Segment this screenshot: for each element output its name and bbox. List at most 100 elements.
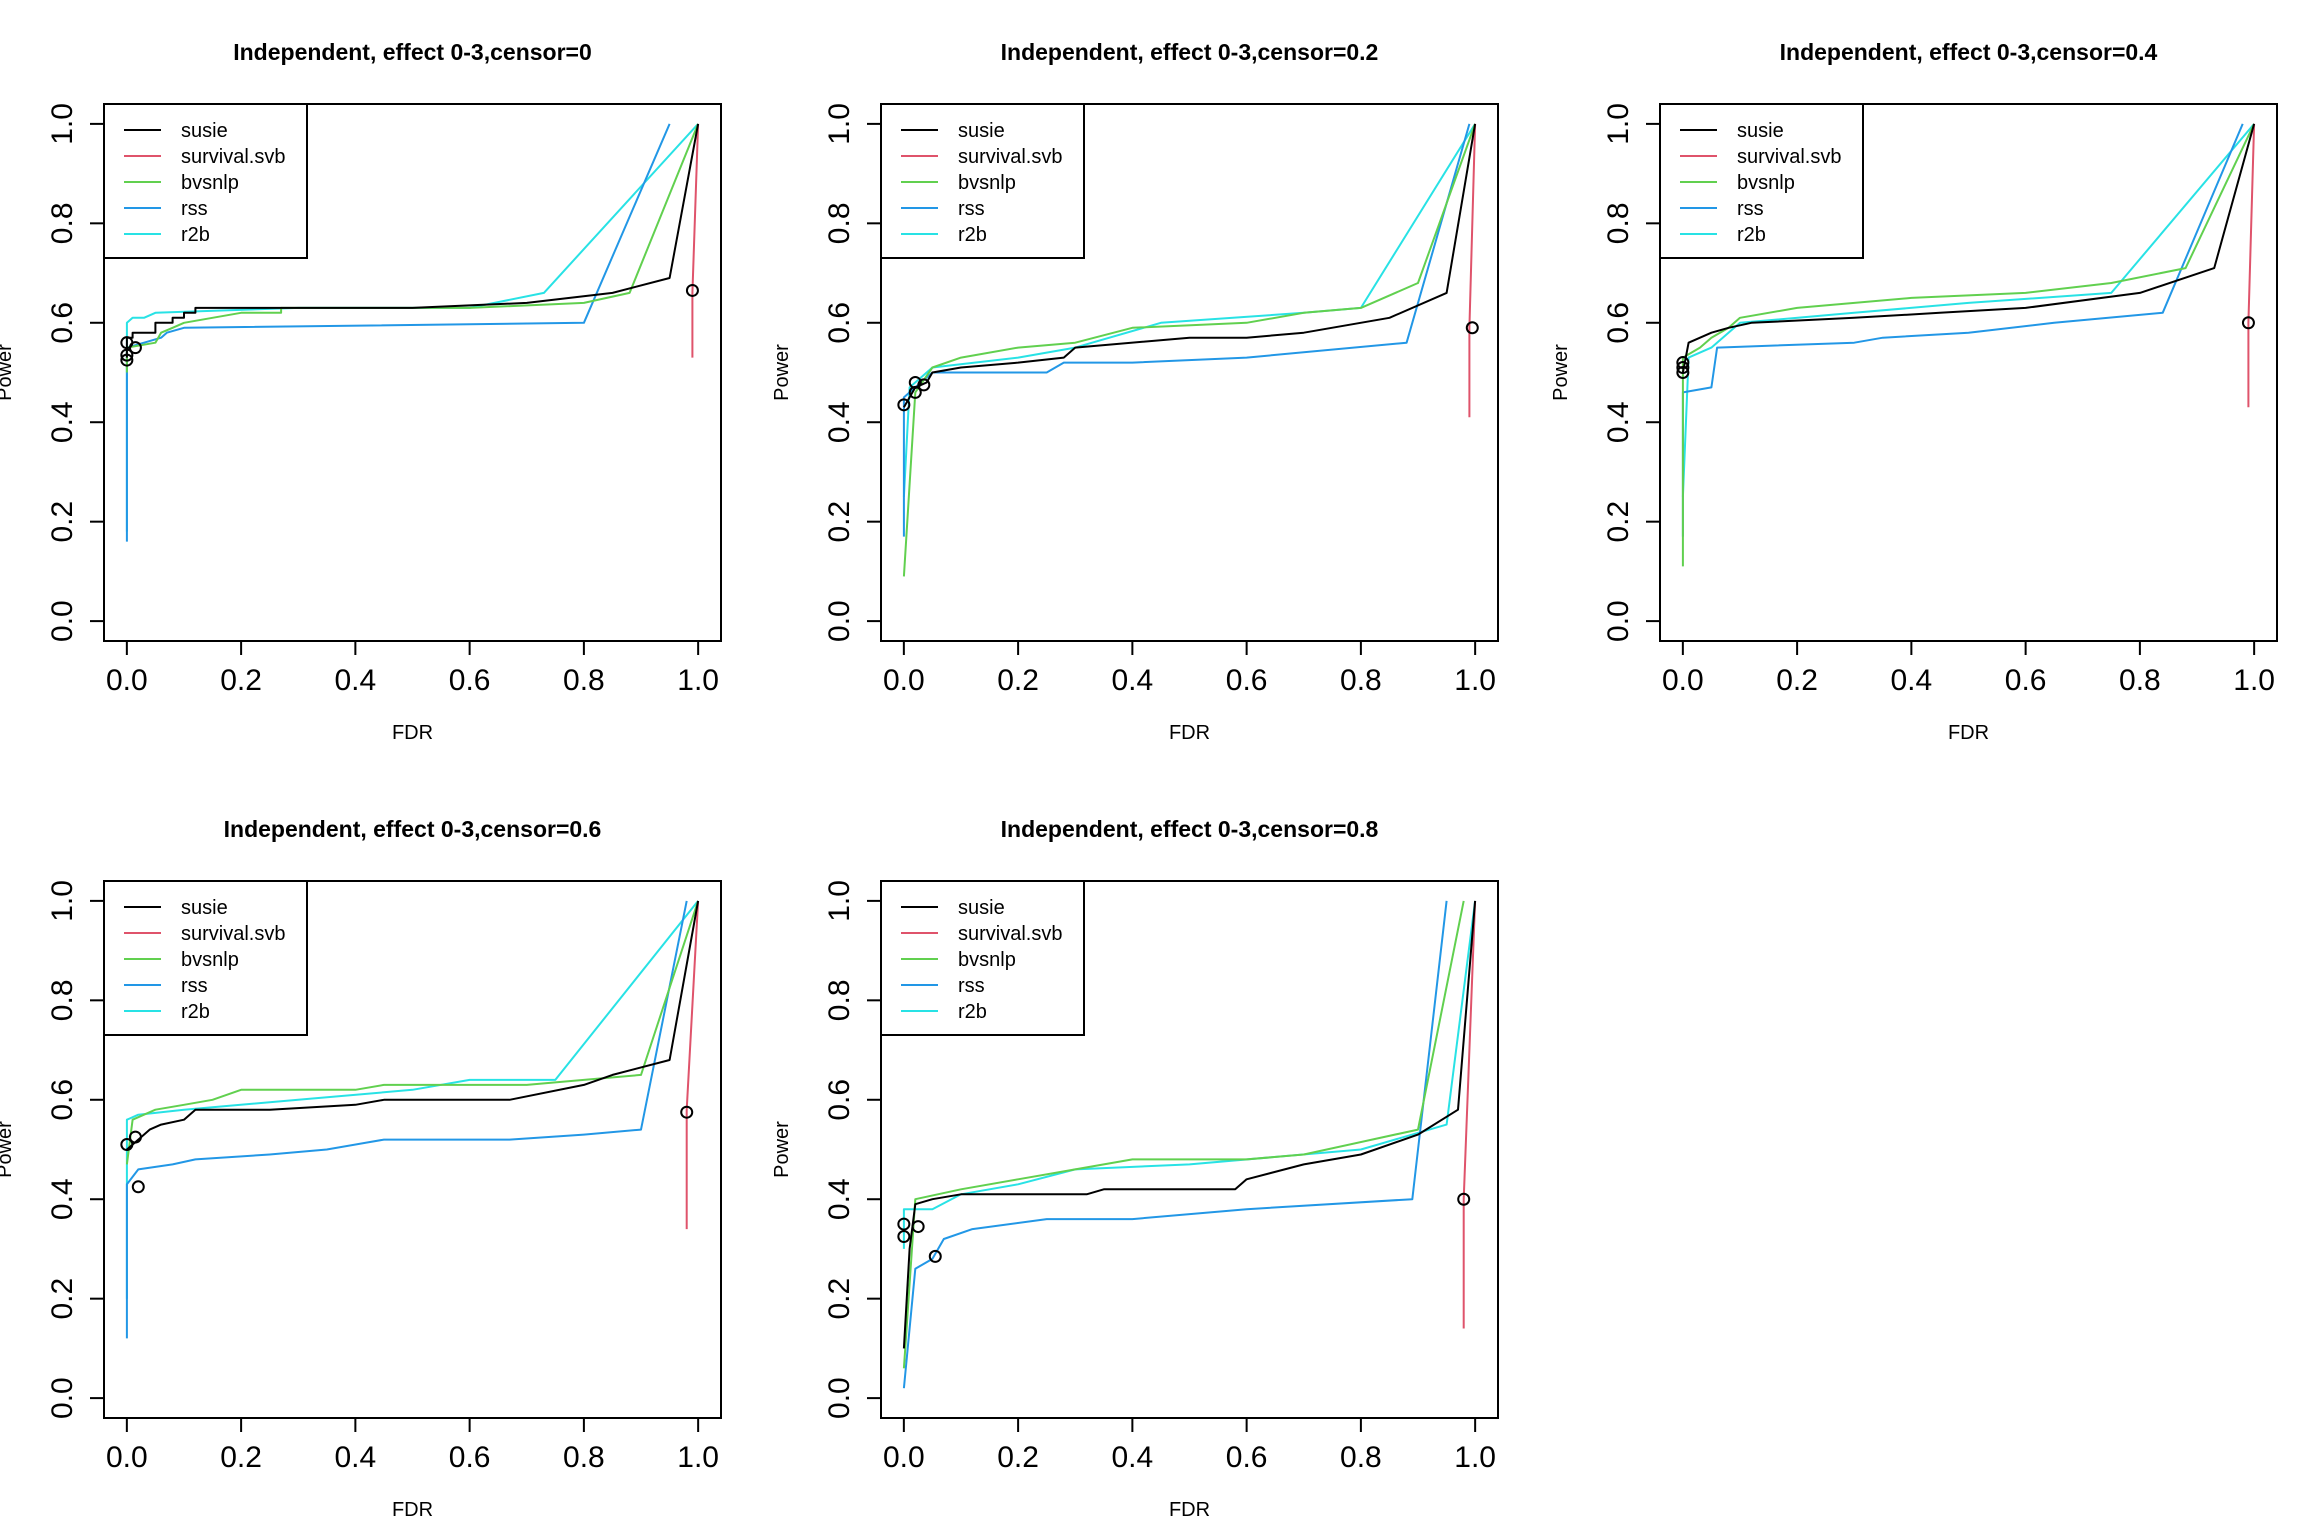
x-tick-label: 0.0 — [1662, 664, 1704, 697]
y-axis-label: Power — [771, 1121, 793, 1178]
point-marker-rss — [928, 1249, 942, 1263]
y-tick-label: 0.6 — [823, 1079, 856, 1121]
legend-label-survival-svb: survival.svb — [181, 923, 285, 945]
x-tick-label: 0.6 — [1226, 1441, 1268, 1474]
point-marker-susie — [908, 385, 922, 399]
y-tick-label: 1.0 — [823, 880, 856, 922]
point-marker-survival-svb — [1465, 321, 1479, 335]
y-tick-label: 0.6 — [46, 1079, 79, 1121]
y-tick-label: 0.0 — [46, 600, 79, 642]
x-tick-label: 1.0 — [677, 664, 719, 697]
series-line-susie — [125, 123, 700, 358]
x-tick-label: 0.6 — [2005, 664, 2047, 697]
y-tick-label: 1.0 — [823, 103, 856, 145]
panel-2: Independent, effect 0-3,censor=0.2 0.0 0.2… — [771, 39, 1499, 744]
legend-label-r2b: r2b — [181, 224, 210, 246]
plot-frame — [880, 103, 1499, 642]
legend-label-bvsnlp: bvsnlp — [181, 949, 239, 971]
y-tick-label: 1.0 — [46, 103, 79, 145]
chart-title: Independent, effect 0-3,censor=0.2 — [1001, 39, 1379, 65]
point-marker-susie — [120, 348, 134, 362]
x-tick-label: 0.4 — [1891, 664, 1933, 697]
y-tick-label: 0.2 — [46, 1278, 79, 1320]
x-axis-label: FDR — [1948, 722, 1989, 744]
point-marker-susie — [128, 341, 142, 355]
plot-frame — [103, 880, 722, 1419]
series-line-survival-svb — [685, 900, 700, 1230]
panel-1: Independent, effect 0-3,censor=0 0.0 0.2 0.… — [0, 39, 722, 744]
series-line-r2b — [902, 900, 1477, 1249]
y-tick-label: 0.6 — [823, 302, 856, 344]
y-tick-label: 0.8 — [46, 202, 79, 244]
point-marker-survival-svb — [685, 283, 699, 297]
series-line-survival-svb — [1462, 900, 1477, 1329]
x-tick-label: 1.0 — [677, 1441, 719, 1474]
chart-title: Independent, effect 0-3,censor=0.8 — [1001, 816, 1379, 842]
point-marker-susie — [911, 1220, 925, 1234]
point-marker-susie — [897, 398, 911, 412]
legend-label-susie: susie — [181, 897, 228, 919]
plot-frame — [880, 880, 1499, 1419]
x-tick-label: 0.2 — [220, 1441, 262, 1474]
series-line-survival-svb — [691, 123, 700, 358]
point-marker-survival-svb — [680, 1105, 694, 1119]
series-line-bvsnlp — [125, 123, 700, 373]
point-marker-susie — [917, 378, 931, 392]
plot-frame — [1659, 103, 2278, 642]
y-axis-label: Power — [771, 344, 793, 401]
legend-label-survival-svb: survival.svb — [1737, 146, 1841, 168]
point-marker-susie — [120, 353, 134, 367]
x-axis-label: FDR — [1169, 1499, 1210, 1521]
series-line-bvsnlp — [1681, 123, 2256, 567]
legend-label-bvsnlp: bvsnlp — [181, 172, 239, 194]
legend-label-r2b: r2b — [181, 1001, 210, 1023]
x-tick-label: 0.4 — [335, 1441, 377, 1474]
y-tick-label: 0.8 — [46, 979, 79, 1021]
series-line-susie — [902, 900, 1477, 1349]
x-tick-label: 1.0 — [2233, 664, 2275, 697]
point-marker-susie — [897, 1230, 911, 1244]
legend-label-rss: rss — [958, 198, 985, 220]
y-tick-label: 0.2 — [823, 501, 856, 543]
series-line-bvsnlp — [902, 123, 1477, 577]
y-tick-label: 0.0 — [823, 600, 856, 642]
series-line-susie — [126, 900, 700, 1151]
panel-5: Independent, effect 0-3,censor=0.8 0.0 0.2… — [771, 816, 1499, 1521]
point-marker-survival-svb — [1457, 1192, 1471, 1206]
x-tick-label: 0.2 — [997, 1441, 1039, 1474]
y-tick-label: 0.0 — [823, 1377, 856, 1419]
legend-label-rss: rss — [1737, 198, 1764, 220]
series-line-bvsnlp — [902, 900, 1465, 1369]
x-tick-label: 0.8 — [563, 664, 605, 697]
legend-label-r2b: r2b — [1737, 224, 1766, 246]
legend-label-survival-svb: survival.svb — [958, 146, 1062, 168]
x-axis-label: FDR — [392, 722, 433, 744]
series-line-r2b — [125, 123, 699, 532]
legend-label-susie: susie — [181, 120, 228, 142]
x-tick-label: 0.6 — [1226, 664, 1268, 697]
series-line-survival-svb — [2247, 123, 2256, 408]
point-marker-survival-svb — [2241, 316, 2255, 330]
x-tick-label: 0.8 — [1340, 664, 1382, 697]
x-tick-label: 0.6 — [449, 1441, 491, 1474]
y-tick-label: 0.2 — [46, 501, 79, 543]
x-tick-label: 0.2 — [997, 664, 1039, 697]
x-tick-label: 0.0 — [883, 664, 925, 697]
series-line-rss — [125, 900, 688, 1339]
y-tick-label: 0.6 — [46, 302, 79, 344]
y-axis-label: Power — [0, 1121, 16, 1178]
x-tick-label: 0.4 — [1112, 1441, 1154, 1474]
legend-label-bvsnlp: bvsnlp — [958, 172, 1016, 194]
x-axis-label: FDR — [392, 1499, 433, 1521]
x-tick-label: 0.0 — [106, 1441, 148, 1474]
y-tick-label: 1.0 — [46, 880, 79, 922]
chart-title: Independent, effect 0-3,censor=0 — [233, 39, 592, 65]
legend-label-rss: rss — [958, 975, 985, 997]
x-tick-label: 0.8 — [2119, 664, 2161, 697]
y-tick-label: 0.6 — [1602, 302, 1635, 344]
legend-label-r2b: r2b — [958, 224, 987, 246]
x-tick-label: 1.0 — [1454, 664, 1496, 697]
series-line-susie — [1681, 123, 2256, 373]
series-line-rss — [1681, 123, 2244, 537]
x-tick-label: 0.4 — [335, 664, 377, 697]
